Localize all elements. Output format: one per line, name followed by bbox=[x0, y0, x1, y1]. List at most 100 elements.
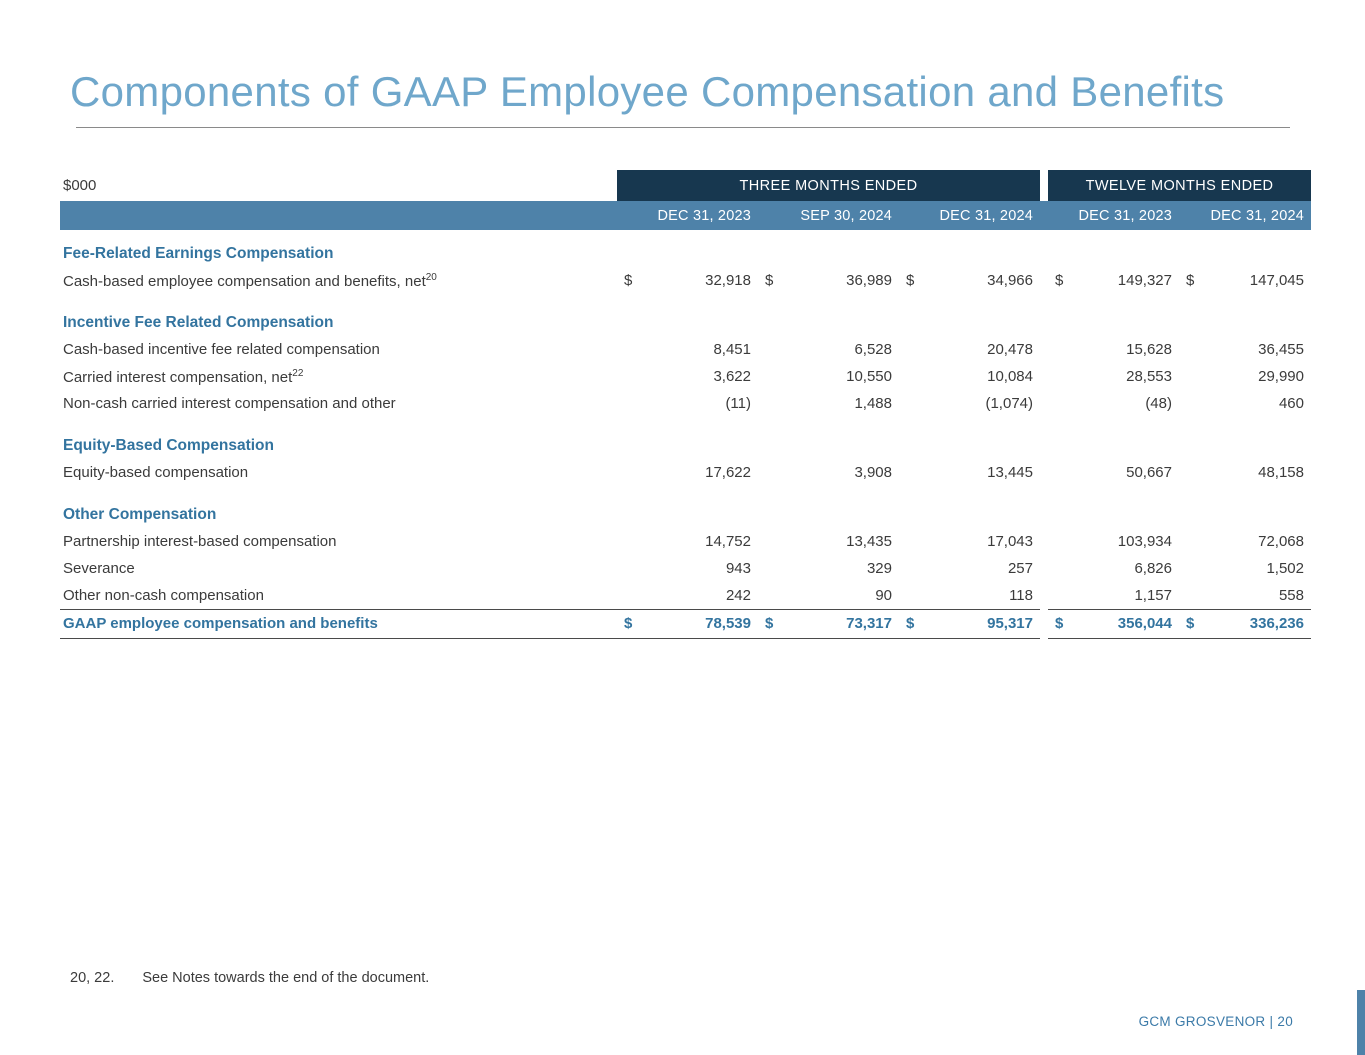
column-header-row: DEC 31, 2023 SEP 30, 2024 DEC 31, 2024 D… bbox=[60, 201, 1311, 230]
table-row: Non-cash carried interest compensation a… bbox=[60, 390, 1311, 417]
cell-value: 90 bbox=[875, 586, 892, 604]
cell-value: (11) bbox=[725, 395, 751, 412]
column-header-spacer bbox=[60, 201, 617, 230]
column-gap bbox=[1040, 459, 1048, 486]
section-header-label: Fee-Related Earnings Compensation bbox=[63, 244, 334, 262]
cell-value: 558 bbox=[1278, 586, 1304, 604]
section-header-fee-related: Fee-Related Earnings Compensation bbox=[60, 240, 1311, 267]
column-gap bbox=[1040, 170, 1048, 201]
column-gap bbox=[1040, 390, 1048, 417]
cell-value: 6,826 bbox=[1134, 560, 1172, 577]
cell-value: 50,667 bbox=[1126, 464, 1172, 481]
total-cell-value: $336,236 bbox=[1179, 608, 1311, 639]
column-gap bbox=[1040, 201, 1048, 230]
row-label: Non-cash carried interest compensation a… bbox=[63, 395, 396, 412]
column-gap bbox=[1040, 363, 1048, 390]
row-label: Partnership interest-based compensation bbox=[63, 533, 337, 550]
unit-label: $000 bbox=[63, 177, 97, 194]
row-label: Other non-cash compensation bbox=[63, 586, 264, 604]
cell-value: 1,488 bbox=[854, 395, 892, 412]
cell-value: 103,934 bbox=[1117, 533, 1172, 550]
cell-value: $34,966 bbox=[906, 272, 1033, 289]
cell-value: 36,455 bbox=[1258, 341, 1304, 358]
col-header-dec-31-2023-y: DEC 31, 2023 bbox=[1048, 201, 1179, 230]
total-row-label: GAAP employee compensation and benefits bbox=[60, 608, 617, 639]
cell-value: 242 bbox=[725, 586, 751, 604]
total-cell-value: $73,317 bbox=[758, 608, 899, 639]
group-header-twelve-months: TWELVE MONTHS ENDED bbox=[1048, 170, 1311, 201]
column-gap bbox=[1040, 336, 1048, 363]
cell-value: 29,990 bbox=[1258, 368, 1304, 385]
total-cell-value: $78,539 bbox=[617, 608, 758, 639]
table-row: Cash-based incentive fee related compens… bbox=[60, 336, 1311, 363]
col-header-sep-30-2024: SEP 30, 2024 bbox=[758, 201, 899, 230]
total-cell-value: $95,317 bbox=[899, 608, 1040, 639]
title-underline bbox=[76, 127, 1290, 128]
col-header-dec-31-2023-q: DEC 31, 2023 bbox=[617, 201, 758, 230]
column-gap bbox=[1040, 609, 1048, 638]
cell-value: 48,158 bbox=[1258, 464, 1304, 481]
col-header-dec-31-2024-y: DEC 31, 2024 bbox=[1179, 201, 1311, 230]
cell-value: 3,908 bbox=[854, 464, 892, 481]
total-row: GAAP employee compensation and benefits … bbox=[60, 608, 1311, 639]
column-gap bbox=[1040, 582, 1048, 609]
cell-value: 28,553 bbox=[1126, 368, 1172, 385]
cell-value: 15,628 bbox=[1126, 341, 1172, 358]
cell-value: (48) bbox=[1145, 395, 1172, 412]
table-row: Severance 943 329 257 6,826 1,502 bbox=[60, 555, 1311, 582]
cell-value: 1,502 bbox=[1266, 560, 1304, 577]
cell-value: $32,918 bbox=[624, 272, 751, 289]
cell-value: 13,445 bbox=[987, 464, 1033, 481]
table-row: Other non-cash compensation 242 90 118 1… bbox=[60, 582, 1311, 609]
cell-value: $149,327 bbox=[1055, 272, 1172, 289]
section-header-label: Equity-Based Compensation bbox=[63, 436, 274, 454]
cell-value: 257 bbox=[1007, 560, 1033, 577]
cell-value: $36,989 bbox=[765, 272, 892, 289]
cell-value: 17,043 bbox=[987, 533, 1033, 550]
cell-value: 118 bbox=[1009, 586, 1033, 604]
table-row: Equity-based compensation 17,622 3,908 1… bbox=[60, 459, 1311, 486]
compensation-table-wrap: $000 THREE MONTHS ENDED TWELVE MONTHS EN… bbox=[60, 170, 1311, 639]
cell-value: 14,752 bbox=[705, 533, 751, 550]
table-row: Partnership interest-based compensation … bbox=[60, 528, 1311, 555]
row-label: Equity-based compensation bbox=[63, 464, 249, 481]
column-group-header-row: $000 THREE MONTHS ENDED TWELVE MONTHS EN… bbox=[60, 170, 1311, 201]
cell-value: 17,622 bbox=[705, 464, 751, 481]
page-title: Components of GAAP Employee Compensation… bbox=[70, 68, 1225, 115]
cell-value: 943 bbox=[725, 560, 751, 577]
row-label: Cash-based employee compensation and ben… bbox=[63, 271, 437, 290]
section-header-label: Incentive Fee Related Compensation bbox=[63, 313, 334, 331]
cell-value: $147,045 bbox=[1186, 272, 1304, 289]
col-header-dec-31-2024-q: DEC 31, 2024 bbox=[899, 201, 1040, 230]
cell-value: 10,550 bbox=[846, 368, 892, 385]
footnote: 20, 22. See Notes towards the end of the … bbox=[70, 970, 429, 986]
cell-value: 6,528 bbox=[854, 341, 892, 358]
footnote-text: See Notes towards the end of the documen… bbox=[142, 970, 430, 986]
cell-value: 3,622 bbox=[713, 368, 751, 385]
cell-value: 1,157 bbox=[1134, 586, 1172, 604]
row-label: Severance bbox=[63, 560, 135, 577]
section-header-equity-based: Equity-Based Compensation bbox=[60, 432, 1311, 459]
cell-value: 10,084 bbox=[987, 368, 1033, 385]
compensation-table: $000 THREE MONTHS ENDED TWELVE MONTHS EN… bbox=[60, 170, 1311, 639]
footer-brand-page-number: GCM GROSVENOR | 20 bbox=[1138, 1014, 1293, 1029]
footnote-ref: 20, 22. bbox=[70, 970, 115, 986]
total-cell-value: $356,044 bbox=[1048, 608, 1179, 639]
cell-value: 460 bbox=[1278, 395, 1304, 412]
cell-value: 13,435 bbox=[846, 533, 892, 550]
cell-value: 72,068 bbox=[1258, 533, 1304, 550]
row-label: Carried interest compensation, net22 bbox=[63, 367, 304, 386]
section-header-label: Other Compensation bbox=[63, 505, 217, 523]
cell-value: (1,074) bbox=[985, 395, 1033, 412]
cell-value: 8,451 bbox=[713, 341, 751, 358]
cell-value: 329 bbox=[866, 560, 892, 577]
column-gap bbox=[1040, 555, 1048, 582]
table-row: Cash-based employee compensation and ben… bbox=[60, 267, 1311, 294]
row-label: Cash-based incentive fee related compens… bbox=[63, 341, 380, 358]
column-gap bbox=[1040, 267, 1048, 294]
section-header-other: Other Compensation bbox=[60, 501, 1311, 528]
cell-value: 20,478 bbox=[987, 341, 1033, 358]
group-header-three-months: THREE MONTHS ENDED bbox=[617, 170, 1040, 201]
table-row: Carried interest compensation, net22 3,6… bbox=[60, 363, 1311, 390]
